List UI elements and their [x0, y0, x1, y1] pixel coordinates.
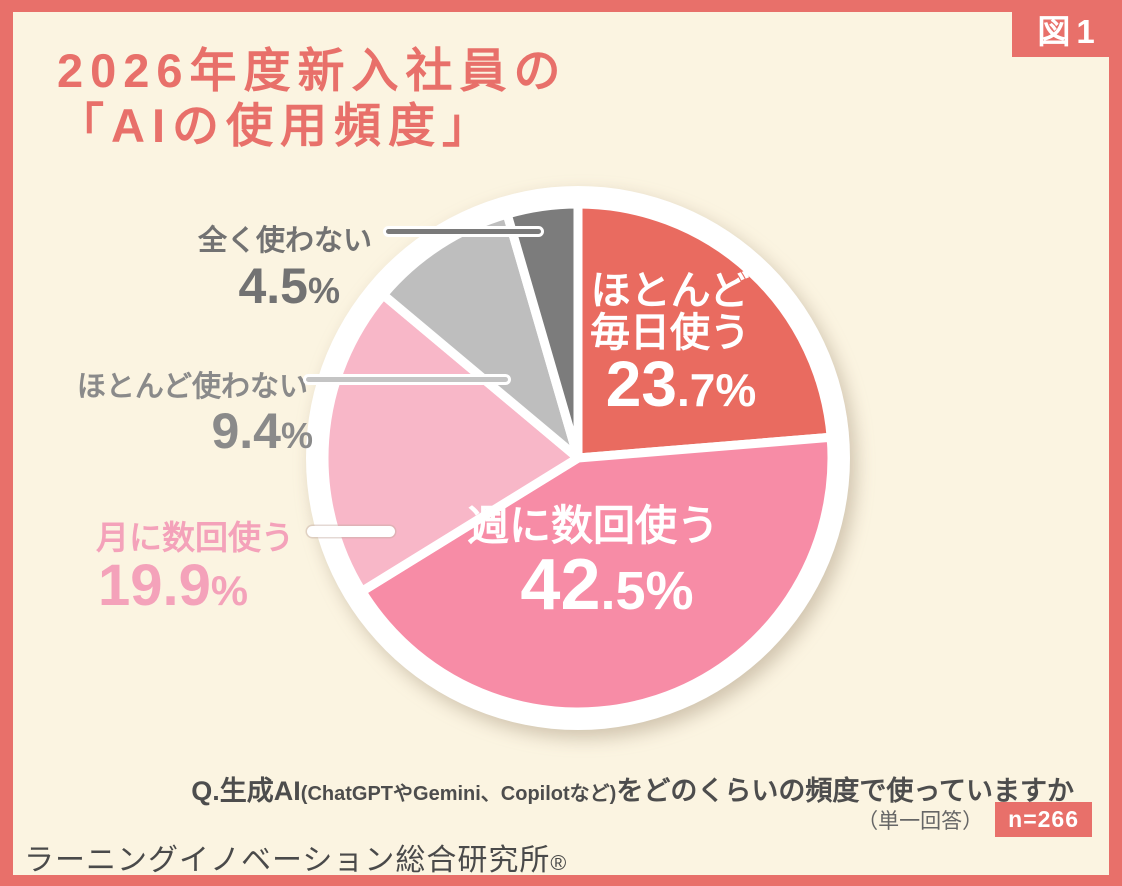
slice-label-daily-line1: ほとんど [591, 269, 750, 313]
slice-value-daily-int: 23 [606, 348, 677, 420]
figure-number-badge: 図1 [1012, 0, 1122, 57]
pie-slice-4 [378, 209, 583, 463]
pie-slice-1 [573, 199, 836, 463]
value-monthly: 19.9% [98, 552, 248, 619]
value-rarely-sym: % [280, 415, 313, 456]
slice-value-daily-frac: .7% [677, 364, 756, 416]
slice-value-weekly-int: 42 [520, 545, 600, 625]
survey-question-suffix: をどのくらいの頻度で使っていますか [616, 776, 1074, 806]
value-rarely-num: 9.4 [211, 403, 281, 459]
callout-line-monthly [307, 526, 395, 537]
chart-title-line2: 「AIの使用頻度」 [57, 98, 496, 152]
label-monthly: 月に数回使う [96, 519, 294, 556]
callout-line-never [383, 226, 544, 237]
pie-slice-3 [319, 290, 583, 596]
value-never-sym: % [307, 270, 340, 311]
answer-meta-row: （単一回答） n=266 [857, 802, 1092, 837]
pie-slice-5 [502, 199, 583, 463]
survey-question: Q.生成AI(ChatGPTやGemini、Copilotなど)をどのくらいの頻… [191, 769, 1074, 808]
pie-chart: ほとんど 毎日使う 23.7% 週に数回使う 42.5% [306, 186, 850, 730]
value-monthly-sym: % [210, 567, 249, 614]
label-rarely: ほとんど使わない [76, 371, 308, 403]
slice-label-weekly: 週に数回使う [467, 502, 719, 549]
pie-slices-group [319, 199, 837, 717]
org-name-text: ラーニングイノベーション総合研究所 [24, 844, 551, 877]
registered-mark: ® [550, 850, 568, 875]
sample-size-badge: n=266 [995, 802, 1092, 837]
value-rarely: 9.4% [211, 402, 313, 460]
slice-value-weekly-frac: .5% [601, 561, 694, 621]
answer-type-label: （単一回答） [857, 809, 984, 833]
pie-slice-2 [357, 432, 837, 717]
slice-value-daily: 23.7% [606, 348, 756, 420]
slice-label-daily-line2: 毎日使う [590, 311, 750, 355]
value-never: 4.5% [238, 257, 340, 315]
value-never-num: 4.5 [238, 258, 308, 314]
chart-title-line1: 2026年度新入社員の [57, 44, 568, 97]
survey-question-prefix: Q.生成AI [191, 776, 301, 806]
value-monthly-num: 19.9 [98, 553, 211, 618]
figure-number-label: 図1 [1037, 12, 1101, 50]
org-name: ラーニングイノベーション総合研究所® [24, 835, 567, 879]
chart-title: 2026年度新入社員の 「AIの使用頻度」 [57, 44, 568, 154]
label-never: 全く使わない [197, 225, 372, 257]
callout-line-rarely [303, 374, 511, 385]
slice-value-weekly: 42.5% [520, 545, 693, 625]
survey-question-paren: (ChatGPTやGemini、Copilotなど) [300, 783, 617, 805]
